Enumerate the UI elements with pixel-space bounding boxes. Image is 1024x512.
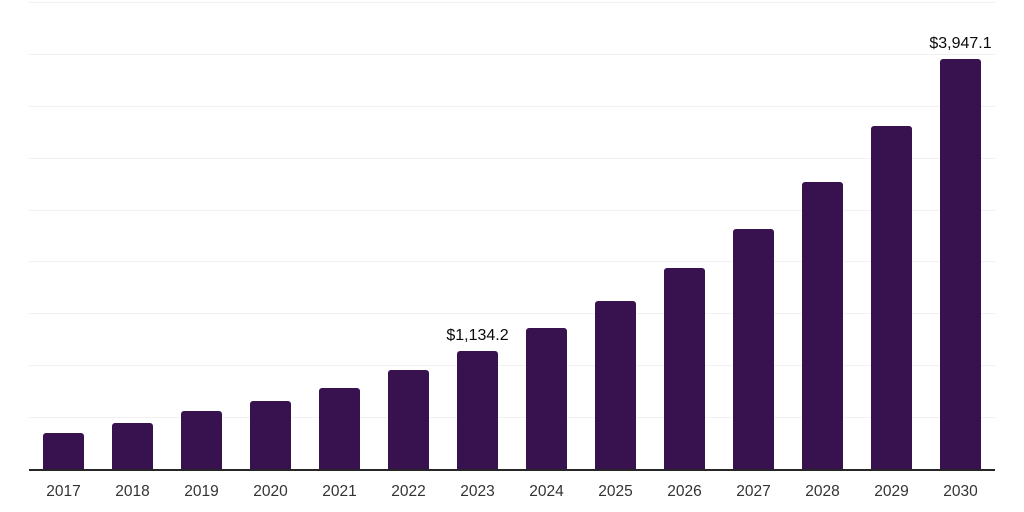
- x-tick-2027: 2027: [736, 483, 771, 500]
- bar-2019: [181, 411, 222, 469]
- x-tick-2022: 2022: [391, 483, 426, 500]
- bar-2020: [250, 400, 291, 469]
- data-label-2023: $1,134.2: [446, 327, 509, 345]
- gridline-500: [29, 417, 995, 419]
- x-tick-2017: 2017: [46, 483, 81, 500]
- x-tick-2021: 2021: [322, 483, 357, 500]
- gridline-3500: [29, 105, 995, 107]
- bar-2017: [43, 432, 84, 469]
- gridline-4500: [29, 2, 995, 3]
- gridline-3000: [29, 157, 995, 159]
- bar-2025: [595, 300, 636, 469]
- gridline-1500: [29, 313, 995, 315]
- x-axis-labels: 2017 2018 2019 2020 2021 2022 2023 2024 2025 2026…: [0, 483, 1024, 505]
- data-label-2030: $3,947.1: [929, 35, 992, 53]
- x-tick-2018: 2018: [115, 483, 150, 500]
- bar-2024: [526, 328, 567, 469]
- plot-area: $1,134.2 $3,947.1: [29, 2, 995, 471]
- x-tick-2028: 2028: [805, 483, 840, 500]
- x-tick-2019: 2019: [184, 483, 219, 500]
- x-tick-2024: 2024: [529, 483, 564, 500]
- bar-2027: [733, 228, 774, 469]
- x-tick-2020: 2020: [253, 483, 288, 500]
- x-tick-2030: 2030: [943, 483, 978, 500]
- x-tick-2029: 2029: [874, 483, 909, 500]
- x-tick-2023: 2023: [460, 483, 495, 500]
- x-tick-2025: 2025: [598, 483, 633, 500]
- gridline-4000: [29, 53, 995, 55]
- bar-2028: [802, 182, 843, 469]
- x-tick-2026: 2026: [667, 483, 702, 500]
- bar-2026: [664, 268, 705, 469]
- bar-2030: [940, 59, 981, 469]
- bar-2029: [871, 126, 912, 469]
- bar-2021: [319, 387, 360, 469]
- gridline-1000: [29, 365, 995, 367]
- bar-2018: [112, 423, 153, 469]
- bar-2023: [457, 351, 498, 469]
- gridline-2000: [29, 261, 995, 263]
- bar-2022: [388, 370, 429, 469]
- gridline-2500: [29, 209, 995, 211]
